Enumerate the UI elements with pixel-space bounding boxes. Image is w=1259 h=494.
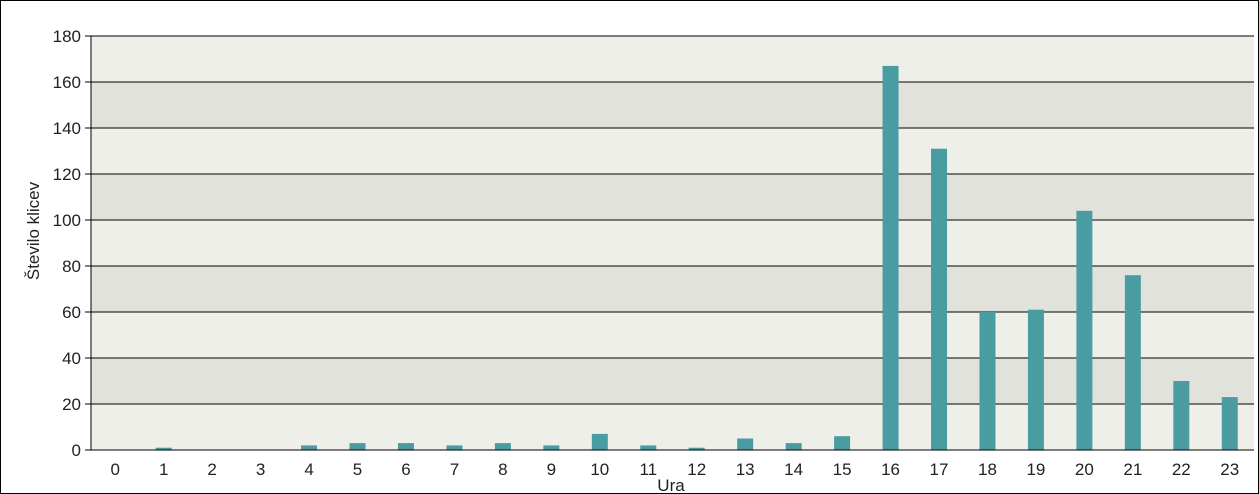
x-tick-label: 16 [881, 460, 900, 479]
y-axis-title: Število klicev [24, 181, 43, 280]
x-tick-label: 23 [1220, 460, 1239, 479]
y-tick-label: 60 [62, 303, 81, 322]
x-tick-label: 12 [687, 460, 706, 479]
plot-band [91, 128, 1254, 174]
bar-hour-10 [591, 433, 608, 450]
x-tick-label: 11 [639, 460, 657, 479]
horizontal-gridlines [85, 35, 1254, 451]
bar-hour-18 [979, 312, 996, 450]
y-tick-label: 80 [62, 257, 81, 276]
bar-hour-5 [349, 443, 366, 450]
x-tick-label: 4 [304, 460, 313, 479]
x-tick-label: 7 [450, 460, 459, 479]
bar-hour-20 [1076, 210, 1093, 450]
plot-band [91, 404, 1254, 450]
x-tick-label: 10 [590, 460, 609, 479]
bar-hour-9 [543, 445, 560, 450]
x-tick-labels: 0 1 2 3 4 5 6 7 8 9 10 11 12 13 14 15 16 17 18 19 20 21 22 23 [110, 460, 1239, 479]
x-tick-label: 0 [110, 460, 119, 479]
x-tick-label: 17 [930, 460, 949, 479]
bar-hour-16 [882, 65, 899, 451]
bar-hour-22 [1173, 381, 1190, 450]
x-tick-label: 5 [353, 460, 362, 479]
y-tick-label: 40 [62, 349, 81, 368]
bar-series [155, 65, 1238, 451]
x-tick-label: 22 [1172, 460, 1191, 479]
bar-hour-12 [688, 447, 705, 450]
bar-hour-15 [834, 436, 851, 450]
plot-background-bands [91, 36, 1254, 450]
x-tick-label: 14 [784, 460, 803, 479]
x-tick-label: 3 [256, 460, 265, 479]
y-tick-label: 180 [53, 27, 81, 46]
plot-band [91, 312, 1254, 358]
x-tick-label: 20 [1075, 460, 1094, 479]
bar-hour-6 [397, 443, 414, 450]
bar-hour-7 [446, 445, 463, 450]
y-tick-label: 160 [53, 73, 81, 92]
plot-band [91, 82, 1254, 128]
x-tick-label: 15 [833, 460, 852, 479]
x-tick-label: 19 [1026, 460, 1045, 479]
bar-hour-14 [785, 443, 802, 450]
plot-band [91, 266, 1254, 312]
bar-hour-23 [1221, 397, 1238, 450]
plot-band [91, 220, 1254, 266]
y-tick-label: 140 [53, 119, 81, 138]
bar-hour-8 [494, 443, 511, 450]
bar-hour-17 [931, 148, 948, 450]
x-tick-label: 1 [159, 460, 168, 479]
x-tick-label: 21 [1123, 460, 1142, 479]
x-tick-label: 18 [978, 460, 997, 479]
plot-band [91, 358, 1254, 404]
bar-hour-19 [1027, 309, 1044, 450]
bar-hour-11 [640, 445, 657, 450]
bar-hour-13 [737, 438, 754, 450]
x-axis-title: Ura [657, 476, 685, 493]
bar-hour-4 [301, 445, 318, 450]
plot-band [91, 36, 1254, 82]
y-tick-label: 120 [53, 165, 81, 184]
x-tick-label: 9 [547, 460, 556, 479]
x-tick-label: 2 [207, 460, 216, 479]
plot-band [91, 174, 1254, 220]
y-tick-label: 0 [72, 441, 81, 460]
bar-hour-21 [1124, 275, 1141, 450]
bar-hour-1 [155, 447, 172, 450]
y-tick-label: 100 [53, 211, 81, 230]
y-tick-labels: 0 20 40 60 80 100 120 140 160 180 [53, 27, 81, 460]
x-tick-label: 6 [401, 460, 410, 479]
y-tick-label: 20 [62, 395, 81, 414]
x-tick-label: 8 [498, 460, 507, 479]
axes [90, 36, 1254, 451]
x-tick-label: 13 [736, 460, 755, 479]
